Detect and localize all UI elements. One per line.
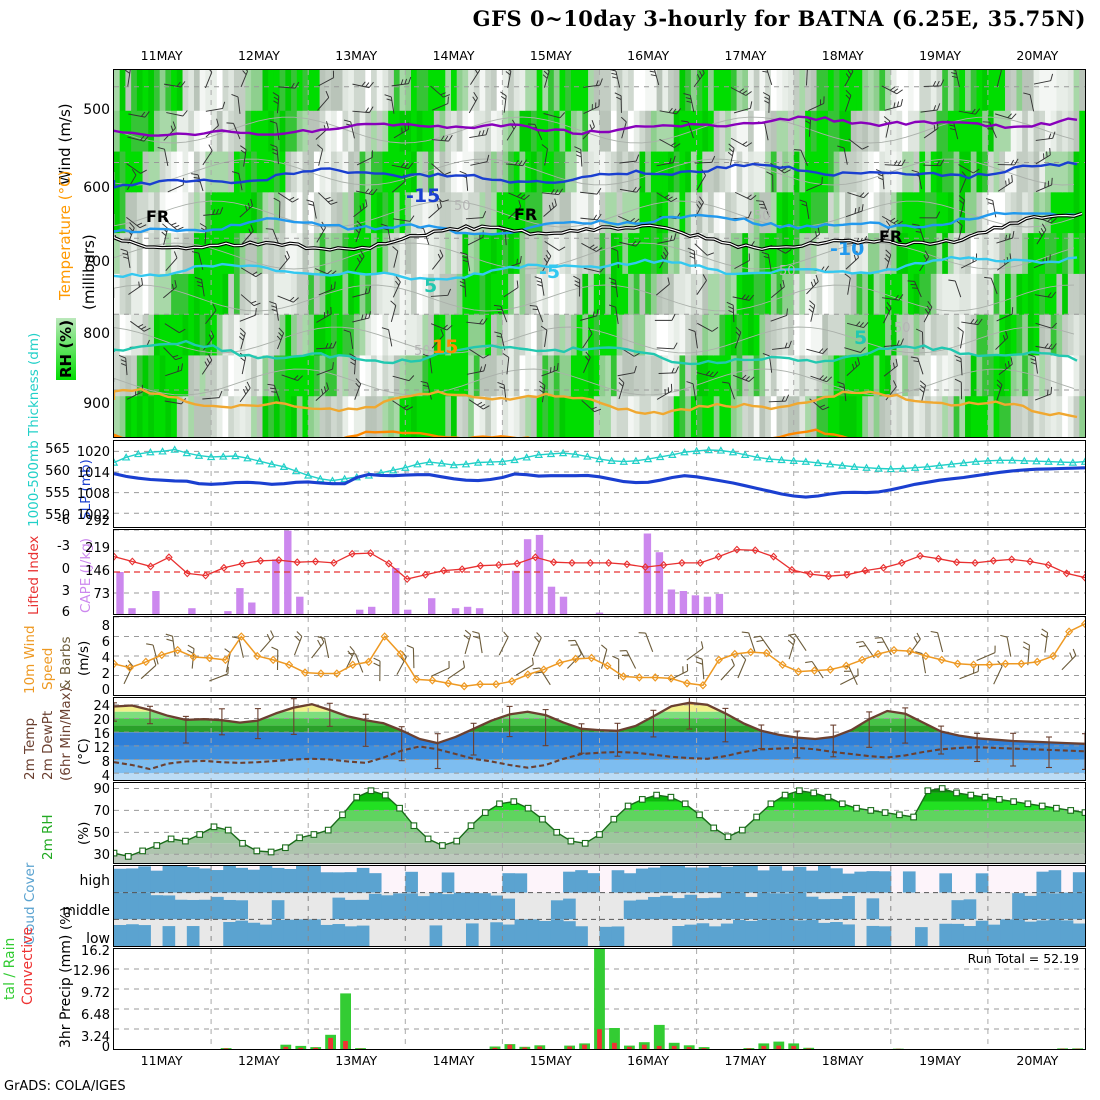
tick-label: 6 [61,605,70,620]
date-label-top: 19MAY [919,48,961,63]
tick-label: 900 [83,396,110,412]
label-10m-wind: 10m Wind [22,625,38,694]
rh2m-panel[interactable] [113,782,1086,864]
svg-text:50: 50 [454,199,471,214]
tick-label: -3 [57,539,70,554]
date-label-top: 15MAY [529,48,572,63]
tick-label: 500 [83,102,110,118]
tick-label: 16 [93,727,110,742]
tick-label: 146 [85,564,110,579]
cape-li-panel[interactable] [113,529,1086,615]
precip-panel[interactable]: Run Total = 52.19 [113,948,1086,1050]
svg-text:FR: FR [879,227,902,246]
tick-label: 800 [83,326,110,342]
tick-label: 90 [93,782,110,797]
tick-label: 9.72 [81,986,110,1001]
date-label-bottom: 19MAY [919,1053,961,1068]
cloud-row-label: low [86,931,110,947]
slp-thickness-panel[interactable] [113,440,1086,528]
label-precip-convective: Convective [20,926,36,1005]
tick-label: 30 [93,848,110,863]
date-label-top: 14MAY [432,48,475,63]
tick-label: 1008 [76,487,110,502]
tick-label: 8 [101,619,110,634]
date-label-top: 18MAY [821,48,864,63]
tick-label: 1002 [76,508,110,523]
svg-text:FR: FR [514,205,537,224]
label-precip-total: tal / Rain [2,937,18,1000]
tick-label: 12.96 [72,964,110,979]
date-label-top: 17MAY [724,48,767,63]
tick-label: 550 [45,508,70,523]
tick-label: 555 [45,486,70,501]
tick-label: 1020 [76,445,110,460]
svg-text:15: 15 [432,336,458,358]
tick-label: 292 [85,514,110,529]
tick-label: 73 [93,587,110,602]
tick-label: 6 [101,635,110,650]
date-label-bottom: 17MAY [724,1053,767,1068]
date-label-top: 20MAY [1016,48,1059,63]
cloud-row-label: middle [62,903,110,919]
tick-label: 219 [85,541,110,556]
svg-text:-15: -15 [406,185,440,207]
tick-label: 4 [101,769,110,784]
wind10m-panel[interactable] [113,616,1086,696]
date-label-bottom: 13MAY [335,1053,378,1068]
date-label-top: 16MAY [627,48,670,63]
tick-label: 3 [61,584,70,599]
svg-text:50: 50 [779,264,796,279]
tick-label: 16.2 [81,944,110,959]
date-label-bottom: 12MAY [237,1053,280,1068]
date-label-bottom: 15MAY [529,1053,572,1068]
tick-label: 565 [45,442,70,457]
date-label-bottom: 18MAY [821,1053,864,1068]
tick-label: 6.48 [81,1008,110,1023]
tick-label: 12 [93,741,110,756]
cloud-cover-panel[interactable] [113,865,1086,947]
date-label-top: 12MAY [237,48,280,63]
svg-text:50: 50 [414,344,431,359]
date-label-bottom: 16MAY [627,1053,670,1068]
date-label-bottom: 14MAY [432,1053,475,1068]
svg-text:50: 50 [754,209,771,224]
tick-label: 50 [93,826,110,841]
tick-label: 24 [93,699,110,714]
tick-label: 3.24 [81,1030,110,1045]
tick-label: 700 [83,254,110,270]
svg-text:FR: FR [146,207,169,226]
page-title: GFS 0~10day 3-hourly for BATNA (6.25E, 3… [472,6,1086,31]
tick-label: 2 [101,667,110,682]
tick-label: 0 [61,562,70,577]
tick-label: 0 [101,1040,110,1055]
tick-label: 8 [101,755,110,770]
tick-label: 1014 [76,466,110,481]
svg-text:5: 5 [424,275,437,297]
date-label-bottom: 11MAY [140,1053,183,1068]
tick-label: 600 [83,180,110,196]
tick-label: 560 [45,464,70,479]
cloud-row-label: high [79,873,110,889]
tick-label: 20 [93,713,110,728]
label-millibars: (millibars) [80,234,98,310]
tick-label: -6 [57,513,70,528]
date-label-top: 11MAY [140,48,183,63]
tick-label: 4 [101,651,110,666]
run-total-label: Run Total = 52.19 [967,951,1079,966]
tick-label: 0 [101,683,110,698]
svg-text:-5: -5 [539,261,560,283]
tick-label: 70 [93,804,110,819]
date-label-bottom: 20MAY [1016,1053,1059,1068]
svg-text:5: 5 [854,327,867,349]
label-2m-temp: 2m Temp [22,717,38,780]
date-label-top: 13MAY [335,48,378,63]
temp2m-panel[interactable] [113,697,1086,781]
credit-label: GrADS: COLA/IGES [4,1079,126,1094]
svg-text:50: 50 [894,321,911,336]
